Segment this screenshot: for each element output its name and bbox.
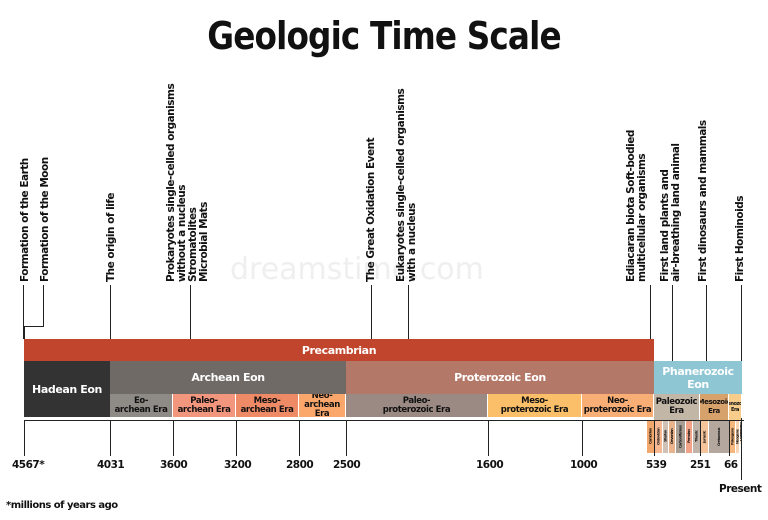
tick-label: 2800 (286, 459, 314, 471)
event-connector (672, 285, 673, 361)
axis-tick (24, 420, 25, 456)
present-label: Present (719, 483, 762, 495)
eon-archean-eon: Archean Eon (110, 361, 346, 394)
event-label: Formation of the Moon (39, 157, 51, 282)
period-block: Jurassic (700, 420, 708, 453)
event-connector (371, 285, 372, 339)
era-block: Meso-archean Era (236, 394, 299, 417)
era-block: Eo-archean Era (110, 394, 173, 417)
event-label: Prokaryotes single-celled organisms witho… (165, 83, 210, 282)
time-axis (24, 420, 744, 421)
present-line (741, 418, 742, 480)
eon-phanerozoic-eon: Phanerozoic Eon (654, 361, 742, 394)
event-connector (23, 285, 24, 339)
tick-label: 1600 (476, 459, 504, 471)
diagram-title: Geologic Time Scale (207, 14, 561, 58)
event-label: Formation of the Earth (19, 158, 31, 282)
era-block: Meso-proterozoic Era (488, 394, 582, 417)
event-label: First Hominoids (734, 196, 746, 282)
event-label: First land plants and air-breathing land … (659, 143, 682, 282)
period-block: Cambrian (646, 420, 654, 453)
axis-tick (346, 420, 347, 456)
tick-label: 539 (646, 459, 667, 471)
era-block: Neo-proterozoic Era (582, 394, 654, 417)
tick-label: 251 (690, 459, 711, 471)
footnote: *millions of years ago (6, 500, 118, 511)
eon-proterozoic-eon: Proterozoic Eon (346, 361, 654, 394)
tick-label: 3600 (160, 459, 188, 471)
event-connector (650, 285, 651, 339)
era-block: Paleo-proterozoic Era (346, 394, 488, 417)
event-label: First dinosaurs and mammals (697, 120, 709, 282)
era-block: Paleozoic Era (654, 394, 700, 420)
eon-hadean-eon: Hadean Eon (24, 361, 110, 417)
event-connector (741, 285, 742, 361)
period-block: Cretaceous (708, 420, 729, 453)
event-connector (110, 285, 111, 339)
axis-tick (729, 420, 730, 456)
axis-tick (654, 420, 655, 456)
axis-tick (582, 420, 583, 456)
tick-label: 3200 (224, 459, 252, 471)
axis-tick (700, 420, 701, 456)
period-block: Devonian (668, 420, 675, 453)
period-block: Ordovician (654, 420, 662, 453)
axis-tick (299, 420, 300, 456)
era-block: Paleo-archean Era (173, 394, 236, 417)
event-label: Eukaryotes single-celled organisms with a… (395, 88, 418, 282)
axis-tick (488, 420, 489, 456)
event-connector (190, 285, 191, 339)
event-connector-drop (24, 326, 25, 339)
tick-label: 1000 (570, 459, 598, 471)
event-label: The origin of life (105, 193, 117, 282)
period-block: Triassic (692, 420, 700, 453)
event-connector (706, 285, 707, 361)
axis-tick (236, 420, 237, 456)
axis-tick (173, 420, 174, 456)
event-label: The Great Oxidation Event (365, 137, 377, 282)
event-label: Ediacaran biota Soft-bodied multicellular… (625, 130, 648, 282)
event-connector (43, 285, 44, 326)
period-block: Carboniferous (675, 420, 685, 453)
period-block: Permian (685, 420, 692, 453)
event-connector-elbow (24, 326, 44, 327)
axis-tick (110, 420, 111, 456)
tick-label: 2500 (333, 459, 361, 471)
watermark: dreamstime.com (230, 252, 484, 287)
tick-label: 4567* (12, 459, 45, 471)
era-block: CenozoicEra (729, 394, 742, 420)
era-block: Neo-archean Era (299, 394, 346, 417)
era-block: MesozoicEra (700, 394, 729, 420)
precambrian-bar: Precambrian (24, 339, 654, 361)
event-connector (408, 285, 409, 339)
tick-label: 66 (724, 459, 738, 471)
tick-label: 4031 (97, 459, 125, 471)
